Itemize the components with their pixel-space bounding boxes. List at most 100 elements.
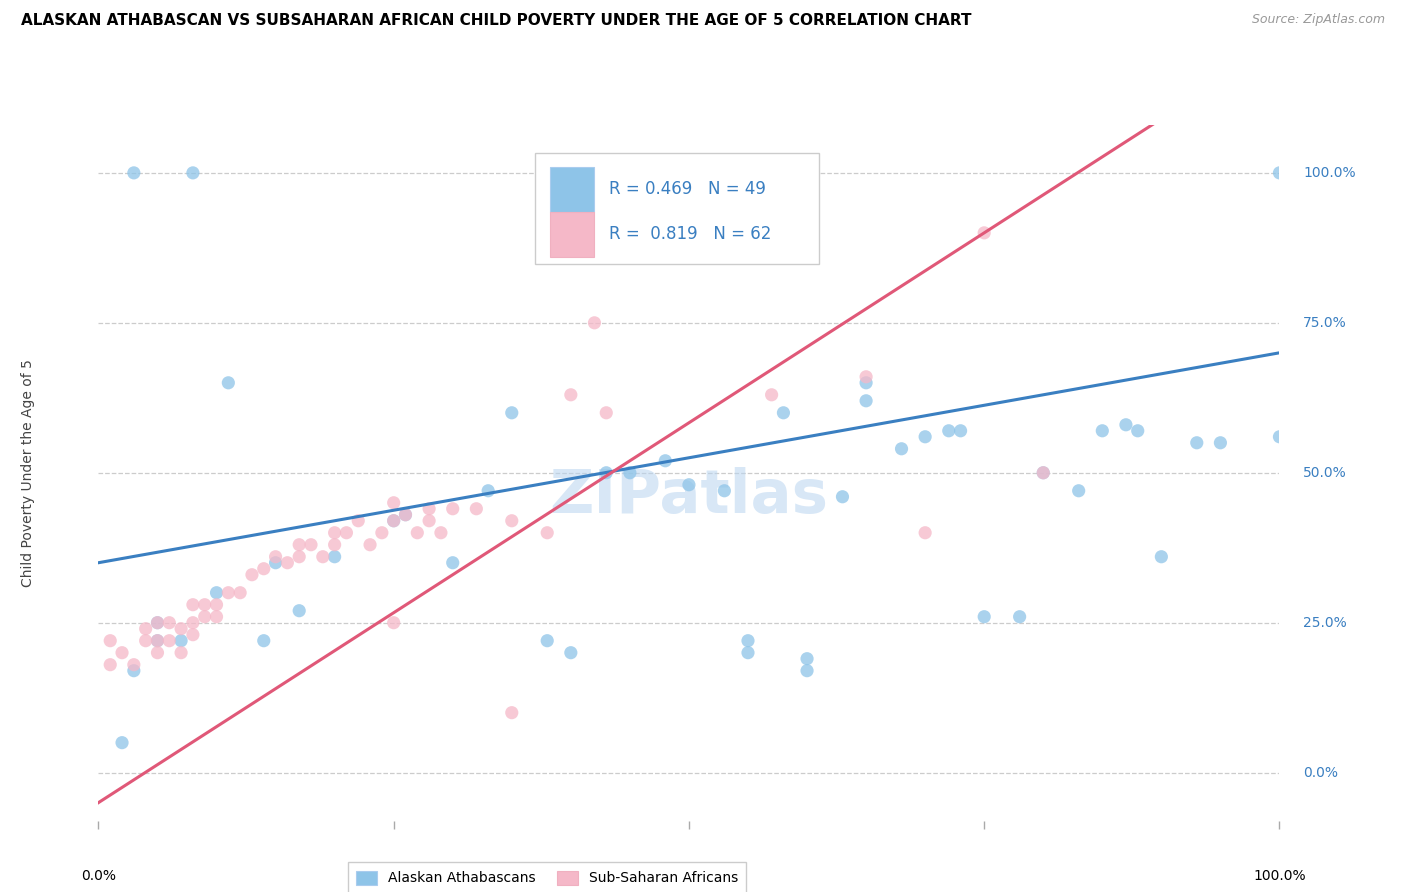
Point bbox=[678, 166, 700, 180]
Text: 0.0%: 0.0% bbox=[82, 869, 115, 882]
Point bbox=[855, 376, 877, 390]
Text: R = 0.469   N = 49: R = 0.469 N = 49 bbox=[609, 180, 765, 198]
Point bbox=[359, 538, 381, 552]
Point bbox=[146, 615, 169, 630]
Point bbox=[713, 483, 735, 498]
Point bbox=[98, 657, 121, 672]
Point bbox=[973, 226, 995, 240]
Point bbox=[1008, 609, 1031, 624]
Point bbox=[323, 525, 346, 540]
Point bbox=[583, 316, 606, 330]
Point bbox=[170, 633, 193, 648]
Point bbox=[146, 646, 169, 660]
Point bbox=[619, 466, 641, 480]
Point bbox=[371, 525, 394, 540]
FancyBboxPatch shape bbox=[550, 212, 595, 257]
Point bbox=[240, 567, 263, 582]
Point bbox=[122, 166, 145, 180]
Point bbox=[122, 657, 145, 672]
Point bbox=[1268, 166, 1291, 180]
Point bbox=[418, 514, 440, 528]
Point bbox=[501, 706, 523, 720]
Point bbox=[194, 598, 217, 612]
Point bbox=[441, 556, 464, 570]
Point bbox=[595, 466, 617, 480]
Text: 0.0%: 0.0% bbox=[1303, 765, 1339, 780]
Point bbox=[560, 388, 582, 402]
FancyBboxPatch shape bbox=[536, 153, 818, 264]
Point bbox=[299, 538, 322, 552]
Point bbox=[347, 514, 370, 528]
Text: Source: ZipAtlas.com: Source: ZipAtlas.com bbox=[1251, 13, 1385, 27]
Text: 50.0%: 50.0% bbox=[1303, 466, 1347, 480]
Point bbox=[1268, 430, 1291, 444]
Point bbox=[477, 483, 499, 498]
Point bbox=[394, 508, 416, 522]
Point bbox=[382, 514, 405, 528]
Point bbox=[1126, 424, 1149, 438]
Point bbox=[678, 477, 700, 491]
Point bbox=[737, 166, 759, 180]
Point bbox=[217, 585, 239, 599]
Point bbox=[111, 736, 134, 750]
Point bbox=[394, 508, 416, 522]
Text: 100.0%: 100.0% bbox=[1253, 869, 1306, 882]
Point bbox=[761, 388, 783, 402]
Point bbox=[465, 501, 488, 516]
Point bbox=[938, 424, 960, 438]
Text: 100.0%: 100.0% bbox=[1303, 166, 1355, 180]
Text: Child Poverty Under the Age of 5: Child Poverty Under the Age of 5 bbox=[21, 359, 35, 587]
Text: 75.0%: 75.0% bbox=[1303, 316, 1347, 330]
Point bbox=[949, 424, 972, 438]
Point bbox=[382, 615, 405, 630]
Point bbox=[430, 525, 453, 540]
Point bbox=[170, 622, 193, 636]
Point bbox=[855, 369, 877, 384]
Point bbox=[654, 454, 676, 468]
Point bbox=[323, 549, 346, 564]
Point bbox=[973, 609, 995, 624]
Point bbox=[205, 585, 228, 599]
Point bbox=[737, 633, 759, 648]
Point bbox=[181, 615, 204, 630]
Point bbox=[914, 430, 936, 444]
Point bbox=[1032, 466, 1054, 480]
Point bbox=[205, 598, 228, 612]
Point bbox=[253, 562, 276, 576]
FancyBboxPatch shape bbox=[550, 167, 595, 212]
Point bbox=[276, 556, 298, 570]
Point bbox=[253, 633, 276, 648]
Point bbox=[441, 501, 464, 516]
Point bbox=[264, 556, 287, 570]
Point bbox=[536, 525, 558, 540]
Point bbox=[796, 651, 818, 665]
Point bbox=[595, 406, 617, 420]
Point bbox=[619, 166, 641, 180]
Point bbox=[796, 664, 818, 678]
Point bbox=[122, 664, 145, 678]
Point bbox=[157, 615, 180, 630]
Point bbox=[194, 609, 217, 624]
Point bbox=[501, 514, 523, 528]
Point bbox=[418, 501, 440, 516]
Point bbox=[229, 585, 252, 599]
Point bbox=[406, 525, 429, 540]
Point bbox=[1032, 466, 1054, 480]
Point bbox=[181, 598, 204, 612]
Point bbox=[1067, 483, 1090, 498]
Text: 25.0%: 25.0% bbox=[1303, 615, 1347, 630]
Point bbox=[737, 646, 759, 660]
Point bbox=[181, 166, 204, 180]
Point bbox=[288, 604, 311, 618]
Point bbox=[146, 615, 169, 630]
Point bbox=[1185, 435, 1208, 450]
Point bbox=[796, 166, 818, 180]
Point bbox=[264, 549, 287, 564]
Point bbox=[157, 633, 180, 648]
Text: R =  0.819   N = 62: R = 0.819 N = 62 bbox=[609, 225, 770, 244]
Point bbox=[135, 633, 157, 648]
Point bbox=[288, 549, 311, 564]
Point bbox=[536, 633, 558, 648]
Point bbox=[501, 406, 523, 420]
Point bbox=[335, 525, 357, 540]
